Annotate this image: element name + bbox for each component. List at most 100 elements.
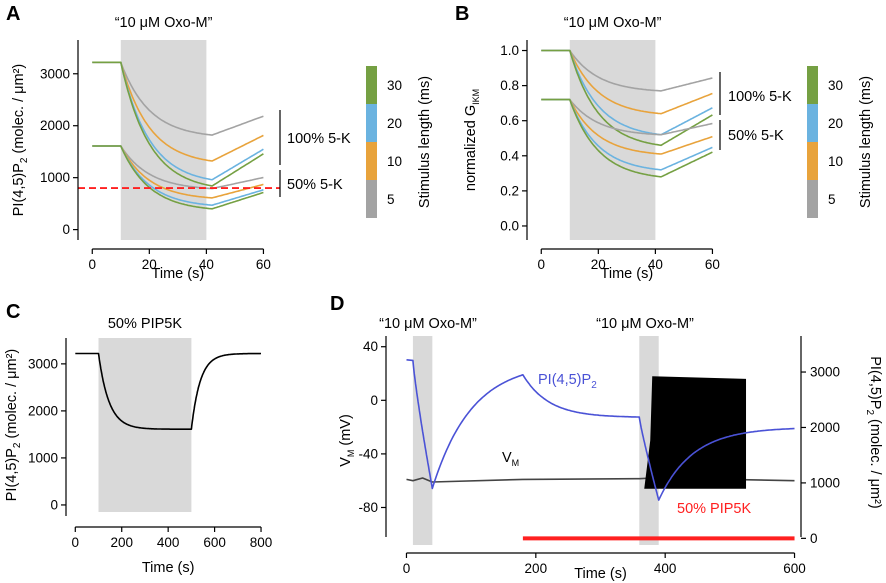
colorbar-a-blue-segment: [366, 104, 377, 142]
panel-c-ytick-label-2: 2000: [28, 403, 58, 418]
colorbar-b-label: Stimulus length (ms): [858, 76, 874, 208]
panel-d-y-label-left-sub: M: [346, 450, 356, 458]
panel-b-title: “10 μM Oxo-M”: [564, 15, 662, 31]
panel-a-x-ticks: 0 20 40 60: [89, 249, 271, 272]
panel-a-y-label-main: PI(4,5)P: [11, 163, 27, 216]
panel-b-xtick-label-1: 20: [591, 257, 606, 272]
panel-d-x-label: Time (s): [574, 566, 627, 582]
panel-b-xtick-label-3: 60: [705, 257, 720, 272]
panel-d-right-ytick-label-0: 0: [810, 531, 818, 546]
colorbar-a-tick-20: 20: [387, 116, 402, 131]
colorbar-a-green-segment: [366, 66, 377, 104]
panel-c-xtick-label-2: 400: [157, 535, 180, 550]
panel-d-vm-label-main: V: [502, 450, 512, 466]
panel-d-stimulus-shade-1: [412, 336, 433, 545]
panel-d-y-ticks-left: -80 -40 0 40: [358, 339, 386, 515]
panel-d-y-ticks-right: 0 1000 2000 3000: [801, 365, 840, 546]
colorbar-a-orange-segment: [366, 142, 377, 180]
panel-a-curve-g0-3: [92, 61, 264, 187]
panel-c-pip2-curve: [75, 352, 262, 430]
colorbar-b-tick-10: 10: [828, 154, 843, 169]
panel-a-xtick-label-3: 60: [256, 257, 271, 272]
panel-b-xtick-label-2: 40: [648, 257, 663, 272]
panel-c-xtick-label-4: 800: [250, 535, 273, 550]
panel-d-right-ytick-label-2: 2000: [810, 420, 840, 435]
panel-d-y-label-left-main: V: [338, 457, 354, 467]
panel-a-ytick-label-2: 2000: [40, 118, 70, 133]
colorbar-b-blue-segment: [807, 104, 818, 142]
panel-c-ytick-label-0: 0: [50, 497, 58, 512]
panel-a-y-label: PI(4,5)P2 (molec. / μm²): [11, 64, 30, 217]
panel-b-stimulus-shade: [569, 40, 656, 240]
panel-c-y-label-sub: 2: [12, 442, 23, 448]
panel-b-y-ticks: 0.0 0.2 0.4 0.6 0.8 1.0: [500, 43, 527, 233]
panel-d-pip2-trace-label: PI(4,5)P2: [538, 372, 597, 391]
panel-label-c: C: [6, 301, 20, 323]
panel-c-y-ticks: 0 1000 2000 3000: [28, 356, 66, 512]
panel-a-ytick-label-0: 0: [62, 222, 70, 237]
panel-d-left-ytick-label-0: -80: [358, 500, 378, 515]
colorbar-b-tick-20: 20: [828, 116, 843, 131]
panel-d-firing-block: [644, 376, 747, 489]
colorbar-a-tick-5: 5: [387, 192, 395, 207]
panel-b-ytick-label-4: 0.8: [500, 78, 519, 93]
panel-b-xtick-label-0: 0: [538, 257, 546, 272]
colorbar-b-gray-segment: [807, 180, 818, 218]
panel-d-right-ytick-label-3: 3000: [810, 365, 840, 380]
panel-d-left-ytick-label-2: 0: [370, 393, 378, 408]
panel-d-xtick-label-1: 200: [525, 561, 548, 576]
panel-b-ytick-label-2: 0.4: [500, 148, 519, 163]
panel-a-xtick-label-1: 20: [142, 257, 157, 272]
panel-a-xtick-label-2: 40: [199, 257, 214, 272]
panel-d-y-label-right-main: PI(4,5)P: [867, 356, 883, 409]
panel-d-xtick-label-3: 600: [783, 561, 806, 576]
panel-d-pip5k-label: 50% PIP5K: [677, 501, 751, 517]
panel-c-x-ticks: 0 200 400 600 800: [72, 527, 273, 550]
panel-d-y-label-right-suffix: (molec. / μm²): [867, 415, 883, 509]
panel-c-x-label: Time (s): [142, 560, 195, 576]
colorbar-b-tick-30: 30: [828, 78, 843, 93]
panel-a-y-label-suffix: (molec. / μm²): [11, 64, 27, 158]
panel-b-colorbar: 5 10 20 30 Stimulus length (ms): [807, 66, 874, 218]
panel-c-xtick-label-3: 600: [203, 535, 226, 550]
panel-c-title: 50% PIP5K: [108, 316, 182, 332]
panel-b-x-ticks: 0 20 40 60: [538, 249, 720, 272]
panel-d-y-label-right-sub: 2: [864, 409, 875, 415]
panel-d-pip2-trace: [406, 359, 795, 501]
panel-c-xtick-label-0: 0: [72, 535, 80, 550]
panel-label-a: A: [6, 3, 20, 25]
panel-a-curve-g1-3: [92, 145, 264, 210]
panel-a-ytick-label-1: 1000: [40, 170, 70, 185]
panel-d-left-ytick-label-1: -40: [358, 446, 378, 461]
panel-a-y-label-sub: 2: [19, 157, 30, 163]
panel-a-ytick-label-3: 3000: [40, 66, 70, 81]
colorbar-b-green-segment: [807, 66, 818, 104]
panel-b-y-label-main: normalized G: [463, 105, 479, 191]
panel-a-colorbar: 5 10 20 30 Stimulus length (ms): [366, 66, 433, 218]
panel-a-title: “10 μM Oxo-M”: [115, 15, 213, 31]
panel-d-left-ytick-label-3: 40: [363, 339, 378, 354]
panel-b-ytick-label-1: 0.2: [500, 183, 519, 198]
panel-c-y-label-main: PI(4,5)P: [4, 448, 20, 501]
panel-b-label-100-5k: 100% 5-K: [728, 89, 792, 105]
panel-c-chart: 50% PIP5K 0 200 400 600 800 0 1000 2000 3000 Ti…: [4, 316, 272, 576]
panel-b-curve-g1-3: [541, 98, 713, 178]
panel-d-pip2-label-main: PI(4,5)P: [538, 372, 591, 388]
panel-c-y-label-suffix: (molec. / μm²): [4, 349, 20, 443]
panel-b-y-label-sub: IKM: [471, 89, 481, 105]
panel-c-xtick-label-1: 200: [110, 535, 133, 550]
panel-b-curves: [541, 49, 713, 178]
panel-d-vm-trace-label: VM: [502, 450, 519, 468]
panel-c-y-label: PI(4,5)P2 (molec. / μm²): [4, 349, 23, 502]
panel-a-label-100-5k: 100% 5-K: [287, 131, 351, 147]
panel-d-x-ticks: 0 200 400 600: [403, 553, 806, 576]
panel-d-y-label-right: PI(4,5)P2 (molec. / μm²): [864, 356, 883, 509]
panel-c-ytick-label-1: 1000: [28, 450, 58, 465]
panel-d-title-left: “10 μM Oxo-M”: [379, 316, 477, 332]
colorbar-a-gray-segment: [366, 180, 377, 218]
panel-d-xtick-label-2: 400: [654, 561, 677, 576]
colorbar-a-tick-30: 30: [387, 78, 402, 93]
colorbar-b-tick-5: 5: [828, 192, 836, 207]
panel-d-pip2-label-sub: 2: [591, 380, 597, 391]
